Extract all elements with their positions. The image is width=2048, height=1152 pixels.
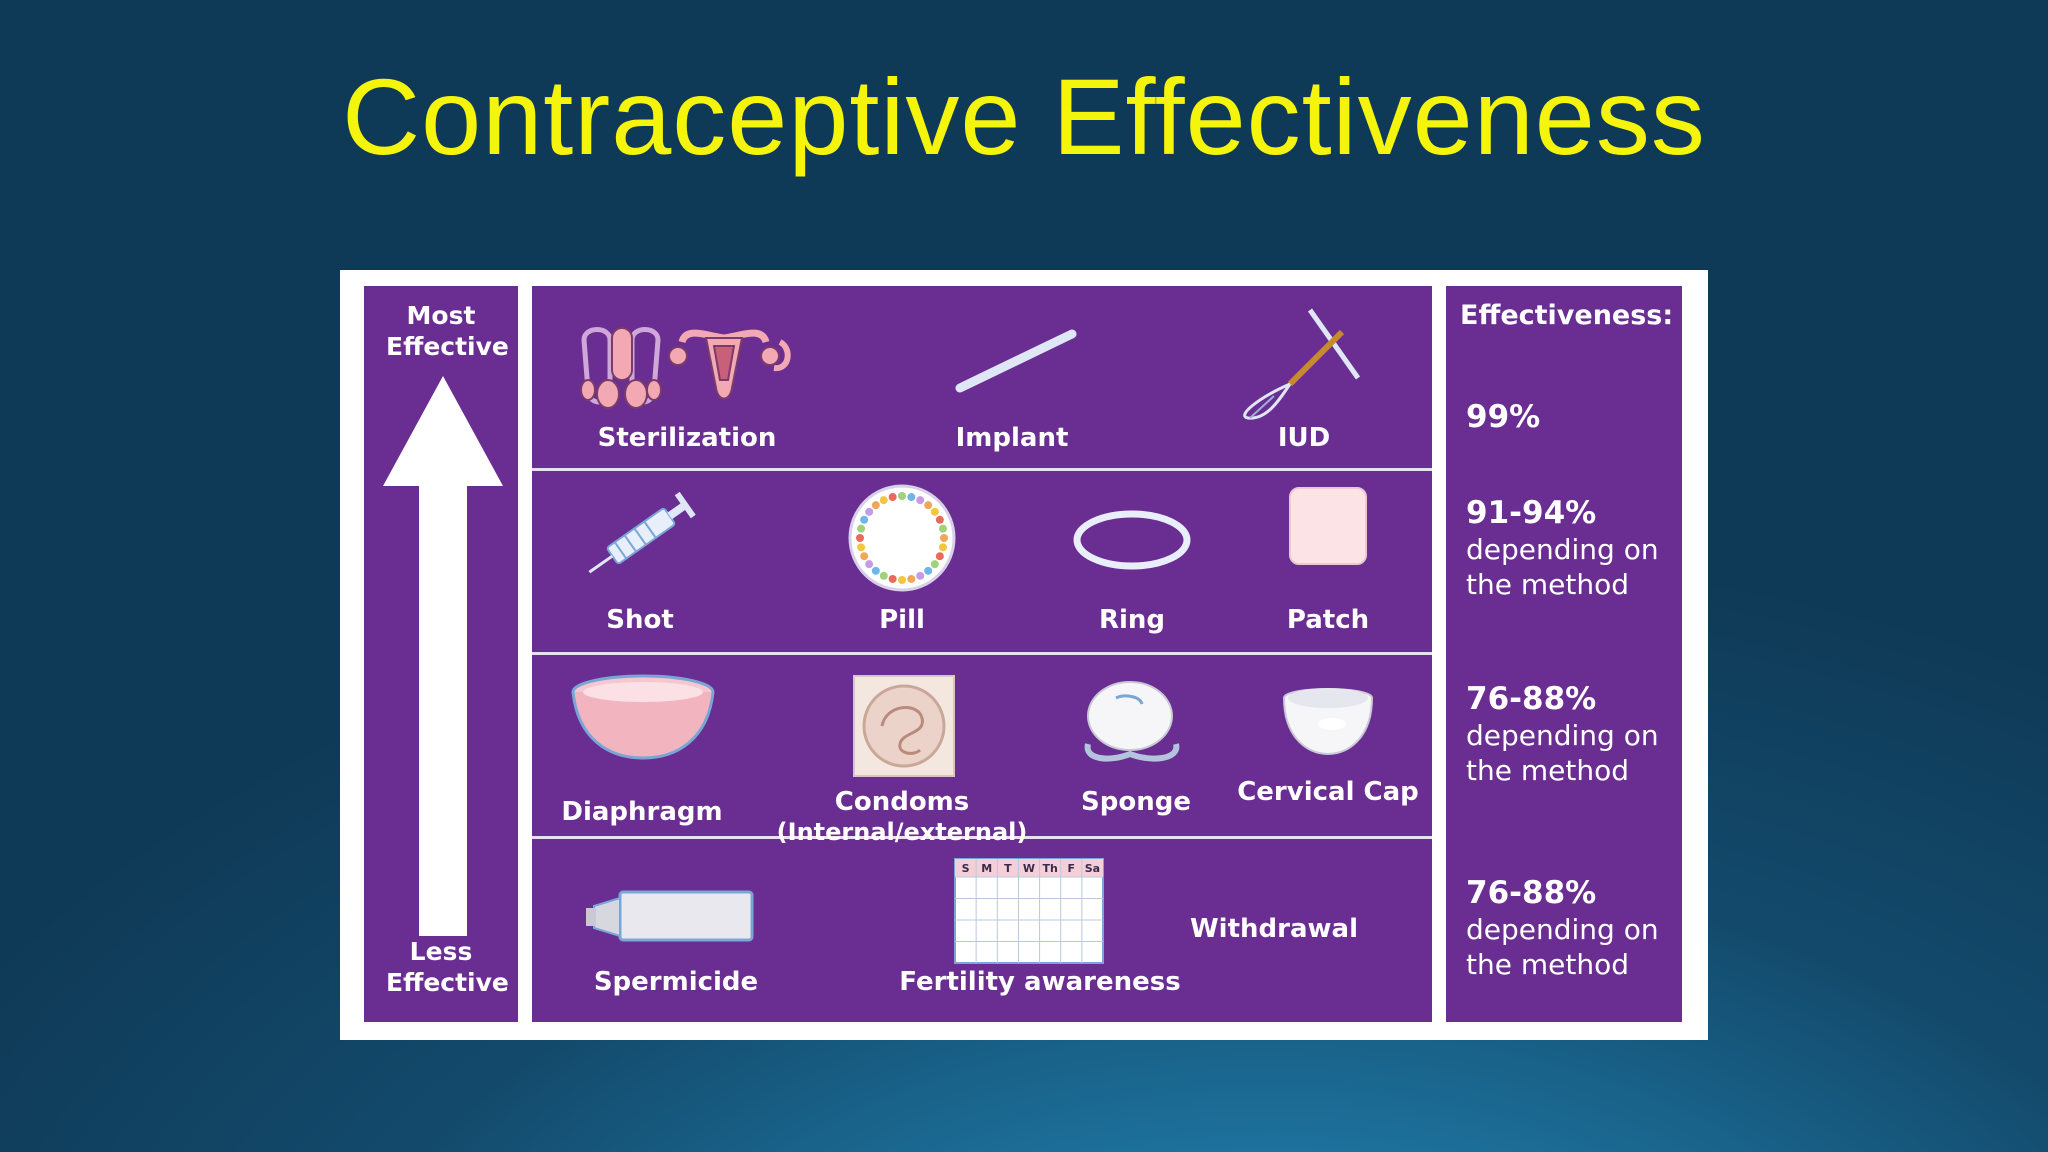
effectiveness-scale: Most Effective Less Effective: [364, 286, 518, 1022]
method-label: Cervical Cap: [1237, 777, 1419, 807]
pill-dot: [860, 515, 869, 524]
tier-divider: [532, 652, 1432, 655]
method-label: Ring: [1098, 605, 1166, 635]
method-label: Condoms: [834, 787, 970, 817]
pill-dot: [938, 524, 947, 533]
vaginal-ring-icon: [1073, 510, 1191, 570]
pill-dot: [865, 560, 874, 569]
pill-dot: [856, 534, 864, 542]
effectiveness-note: the method: [1466, 568, 1629, 601]
method-label: Diaphragm: [561, 797, 723, 827]
effectiveness-tier-4: 76-88% depending on the method: [1466, 874, 1659, 982]
calendar-day-label: F: [1068, 862, 1076, 875]
effectiveness-note: depending on: [1466, 533, 1659, 566]
effectiveness-tier-2: 91-94% depending on the method: [1466, 494, 1659, 602]
syringe-icon: [588, 491, 696, 574]
pill-dot: [924, 501, 933, 510]
pill-dot: [924, 566, 933, 575]
pill-dot: [898, 492, 906, 500]
pill-dot: [898, 576, 906, 584]
methods-panel: Sterilization Implant IUD: [532, 286, 1432, 1022]
calendar-day-label: S: [962, 862, 970, 875]
calendar-day-label: M: [981, 862, 992, 875]
calendar-icon: S M T W Th F Sa: [954, 858, 1104, 964]
effectiveness-note: the method: [1466, 754, 1629, 787]
less-effective-label: Less Effective: [386, 937, 509, 997]
effectiveness-heading: Effectiveness:: [1460, 300, 1674, 331]
tier-divider: [532, 468, 1432, 471]
effectiveness-tier-1: 99%: [1466, 398, 1540, 436]
calendar-day-label: T: [1004, 862, 1012, 875]
method-label: Spermicide: [593, 967, 759, 997]
effectiveness-tier-3: 76-88% depending on the method: [1466, 680, 1659, 788]
calendar-day-label: W: [1023, 862, 1035, 875]
pill-dot: [879, 571, 888, 580]
pill-dot: [871, 501, 880, 510]
tier-divider: [532, 836, 1432, 839]
iud-icon: [1243, 308, 1361, 420]
sponge-icon: [1084, 681, 1180, 762]
pill-pack-icon: [848, 484, 956, 592]
calendar-day-label: Th: [1042, 862, 1057, 875]
effectiveness-panel: Effectiveness: 99% 91-94% depending on t…: [1446, 286, 1682, 1022]
effectiveness-value: 99%: [1466, 399, 1541, 435]
method-label: Withdrawal: [1190, 914, 1358, 944]
method-label: Sterilization: [597, 423, 777, 453]
pill-dot: [930, 507, 939, 516]
diaphragm-icon: [571, 674, 715, 760]
reproductive-organs-icon: [580, 327, 791, 409]
method-label: Sponge: [1081, 787, 1191, 817]
effectiveness-chart: Most Effective Less Effective: [340, 270, 1708, 1040]
condoms-subtitle: (Internal/external): [776, 818, 1028, 846]
pill-dot: [916, 496, 925, 505]
effectiveness-note: depending on: [1466, 719, 1659, 752]
pill-dot: [907, 574, 916, 583]
condom-package-icon: [853, 675, 955, 777]
method-label: Implant: [955, 423, 1069, 453]
method-label: Pill: [879, 605, 925, 635]
calendar-day-label: Sa: [1085, 862, 1100, 875]
pill-dot: [865, 507, 874, 516]
pill-dot: [940, 534, 948, 542]
pill-dot: [888, 493, 897, 502]
method-label: IUD: [1277, 423, 1331, 453]
pill-dot: [888, 574, 897, 583]
method-label: Patch: [1286, 605, 1370, 635]
effectiveness-note: the method: [1466, 948, 1629, 981]
pill-dot: [935, 515, 944, 524]
pill-dot: [930, 560, 939, 569]
pill-dot: [935, 552, 944, 561]
pill-dot: [860, 552, 869, 561]
effectiveness-value: 76-88%: [1466, 875, 1597, 911]
cervical-cap-icon: [1282, 688, 1374, 756]
method-label: Shot: [606, 605, 674, 635]
effectiveness-note: depending on: [1466, 913, 1659, 946]
effectiveness-value: 76-88%: [1466, 681, 1597, 717]
pill-dot: [907, 493, 916, 502]
pill-dot: [857, 543, 866, 552]
effectiveness-value: 91-94%: [1466, 495, 1597, 531]
pill-dot: [938, 543, 947, 552]
method-label: Fertility awareness: [899, 967, 1181, 997]
patch-icon: [1289, 487, 1367, 565]
pill-dot: [879, 496, 888, 505]
pill-dot: [857, 524, 866, 533]
most-effective-label: Most Effective: [386, 301, 509, 361]
pill-dot: [916, 571, 925, 580]
implant-rod-icon: [955, 329, 1077, 393]
spermicide-tube-icon: [586, 890, 754, 942]
up-arrow-icon: [383, 376, 503, 936]
slide-title: Contraceptive Effectiveness: [342, 56, 1706, 177]
pill-dot: [871, 566, 880, 575]
